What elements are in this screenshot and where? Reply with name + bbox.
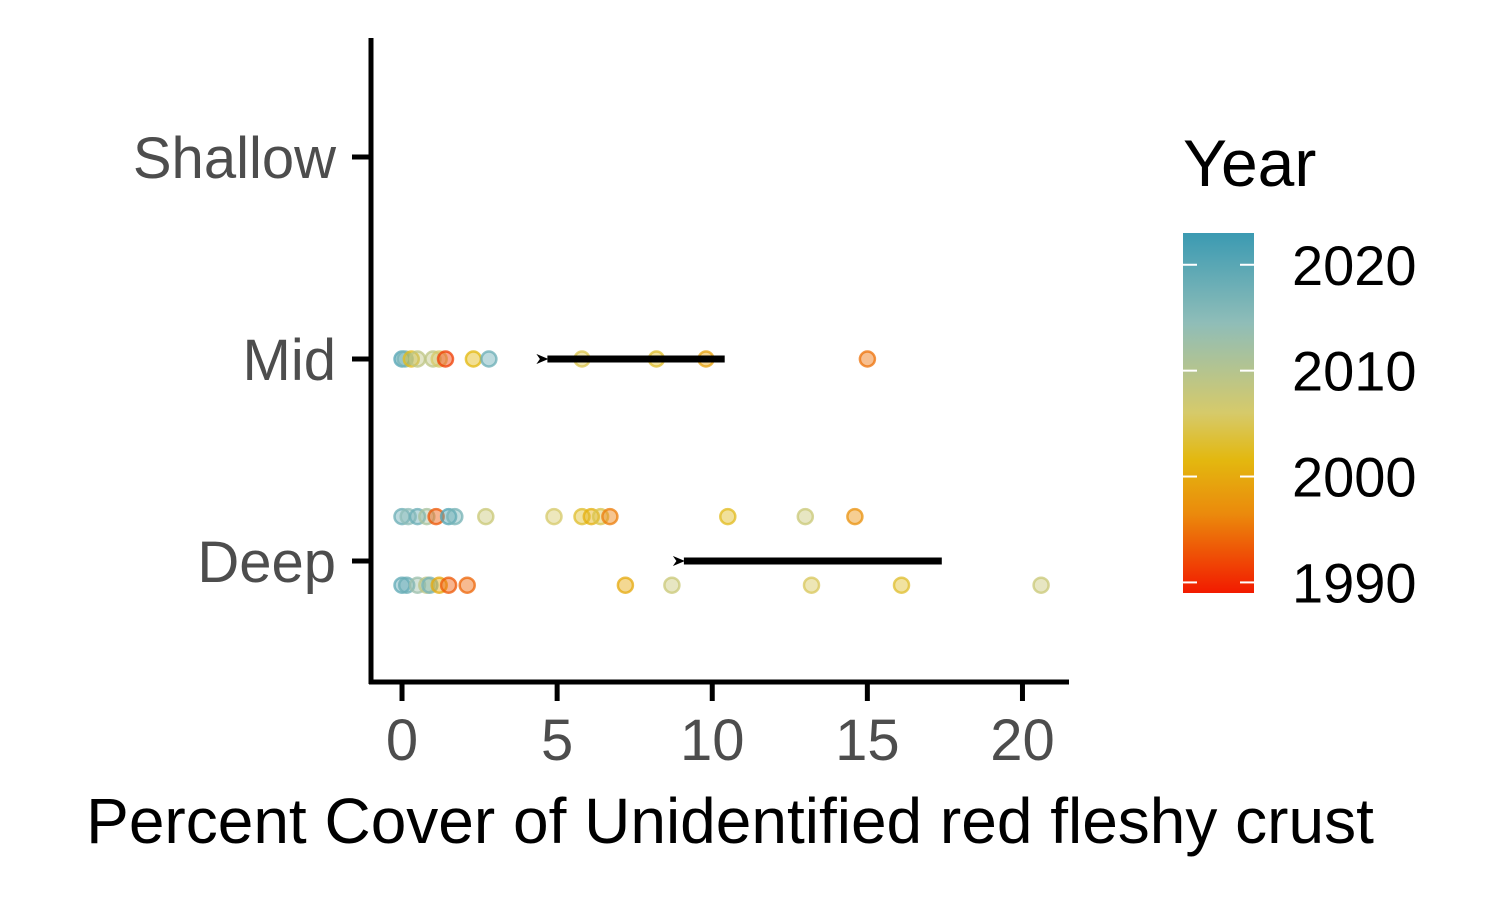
data-point xyxy=(601,507,619,526)
legend-ticks: 2020 2010 2000 1990 xyxy=(1183,234,1417,614)
x-axis-title: Percent Cover of Unidentified red fleshy… xyxy=(86,785,1374,857)
data-point xyxy=(892,576,911,594)
y-tick-label: Shallow xyxy=(133,126,337,191)
data-point xyxy=(424,350,442,368)
data-point xyxy=(616,576,635,594)
colorbar xyxy=(1183,233,1254,593)
x-tick-label: 0 xyxy=(386,708,418,773)
data-point xyxy=(436,350,455,368)
legend-label: 2010 xyxy=(1292,340,1417,403)
y-tick-label: Deep xyxy=(197,530,336,595)
x-ticks: 0 5 10 15 20 xyxy=(386,682,1055,773)
data-point xyxy=(402,350,421,368)
x-tick-label: 15 xyxy=(835,708,900,773)
y-tick-label: Mid xyxy=(243,328,336,393)
legend-label: 2000 xyxy=(1292,446,1417,509)
points-layer xyxy=(393,350,1050,594)
legend-label: 2020 xyxy=(1292,234,1417,297)
data-point xyxy=(480,350,498,368)
x-tick-label: 5 xyxy=(541,708,573,773)
data-point xyxy=(1032,576,1050,594)
data-point xyxy=(446,507,464,526)
data-point xyxy=(663,576,681,594)
data-point xyxy=(464,350,483,368)
y-ticks: Deep Mid Shallow xyxy=(133,126,371,595)
data-point xyxy=(396,350,414,368)
data-point xyxy=(719,507,737,526)
data-point xyxy=(545,507,563,526)
data-point xyxy=(439,507,458,526)
data-point xyxy=(477,507,495,526)
data-point xyxy=(458,576,476,594)
data-point xyxy=(427,507,445,526)
annotation-layer xyxy=(536,354,942,566)
legend: Year 2020 2010 2000 1990 xyxy=(1183,126,1417,614)
x-tick-label: 20 xyxy=(990,708,1055,773)
data-point xyxy=(802,576,821,594)
legend-title: Year xyxy=(1183,126,1316,200)
data-point xyxy=(439,576,458,594)
data-point xyxy=(408,350,427,368)
data-point xyxy=(796,507,815,526)
legend-label: 1990 xyxy=(1292,551,1417,614)
data-point xyxy=(846,507,864,526)
x-tick-label: 10 xyxy=(680,708,745,773)
data-point xyxy=(858,350,877,368)
